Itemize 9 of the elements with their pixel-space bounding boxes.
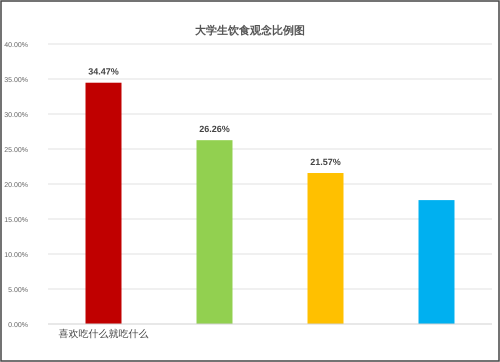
bar (418, 200, 454, 324)
data-label: 26.26% (199, 124, 230, 134)
bar (196, 140, 232, 324)
data-label: 21.57% (310, 157, 341, 168)
data-label: 34.47% (88, 66, 119, 77)
bar (86, 82, 122, 324)
x-tick-label: 喜欢吃什么就吃什么 (58, 328, 148, 340)
bar (308, 173, 344, 324)
chart-title: 大学生饮食观念比例图 (195, 24, 305, 37)
